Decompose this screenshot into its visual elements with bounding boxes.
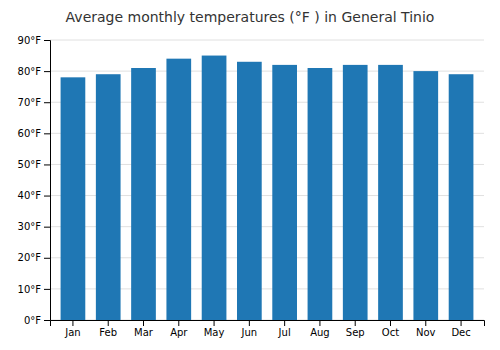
x-tick-mark (178, 320, 179, 326)
x-tick-mark (108, 320, 109, 326)
bar (96, 74, 121, 320)
bar (272, 65, 297, 320)
bar (131, 68, 156, 320)
x-tick-label: Aug (310, 327, 330, 338)
x-tick: Jul (278, 320, 291, 338)
x-tick-mark (214, 320, 215, 326)
x-tick-label: Jun (241, 327, 258, 338)
y-tick: 70°F (18, 97, 50, 108)
bar (202, 56, 227, 320)
x-tick-mark (249, 320, 250, 326)
x-axis-line (51, 321, 485, 327)
y-tick-label: 20°F (18, 252, 42, 263)
x-tick-mark (319, 320, 320, 326)
y-tick-mark (44, 196, 50, 197)
x-axis: Jan Feb Mar Apr May Jun Jul Aug Sep Oct Nov Dec (51, 320, 485, 338)
y-tick-label: 30°F (18, 221, 42, 232)
y-tick-mark (44, 258, 50, 259)
bar (378, 65, 403, 320)
y-tick-mark (44, 320, 50, 321)
grid-line (50, 40, 484, 41)
y-tick: 50°F (18, 159, 50, 170)
x-tick-mark (425, 320, 426, 326)
x-tick-mark (284, 320, 285, 326)
y-tick-label: 80°F (18, 66, 42, 77)
x-tick: Apr (170, 320, 188, 338)
y-tick: 0°F (24, 315, 50, 326)
y-tick-label: 0°F (24, 315, 41, 326)
y-tick-mark (44, 227, 50, 228)
plot: 0°F 10°F 20°F 30°F 40°F 50°F 60°F 70°F 80°F 90°F J… (18, 35, 485, 338)
x-tick-mark (390, 320, 391, 326)
bar (237, 62, 262, 320)
y-axis: 0°F 10°F 20°F 30°F 40°F 50°F 60°F 70°F 80°F 90°F (18, 35, 51, 326)
x-tick-label: Oct (382, 327, 399, 338)
x-tick-label: May (204, 327, 225, 338)
x-tick-label: Apr (170, 327, 188, 338)
bars (61, 56, 474, 320)
bar (166, 59, 191, 320)
x-tick-label: Sep (346, 327, 365, 338)
x-tick-label: Jan (64, 327, 80, 338)
x-tick-mark (143, 320, 144, 326)
y-tick-label: 60°F (18, 128, 42, 139)
grid (50, 40, 484, 320)
x-tick: Aug (310, 320, 330, 338)
y-tick: 90°F (18, 35, 50, 46)
x-tick: Mar (134, 320, 154, 338)
y-tick-mark (44, 289, 50, 290)
y-tick: 10°F (18, 284, 50, 295)
y-tick: 80°F (18, 66, 50, 77)
x-tick: Nov (416, 320, 436, 338)
x-tick: Sep (346, 320, 365, 338)
y-tick-label: 90°F (18, 35, 42, 46)
x-tick: Jan (64, 320, 80, 338)
y-tick: 40°F (18, 190, 50, 201)
y-tick: 20°F (18, 252, 50, 263)
chart: Average monthly temperatures (°F ) in Ge… (0, 0, 500, 350)
x-tick-label: Jul (278, 327, 291, 338)
y-tick-mark (44, 71, 50, 72)
y-tick-mark (44, 133, 50, 134)
title: Average monthly temperatures (°F ) in Ge… (66, 9, 435, 25)
y-tick: 30°F (18, 221, 50, 232)
x-tick-label: Dec (451, 327, 470, 338)
y-tick-mark (44, 40, 50, 41)
x-tick-mark (461, 320, 462, 326)
x-tick-mark (355, 320, 356, 326)
y-tick-label: 40°F (18, 190, 42, 201)
x-tick: Oct (382, 320, 399, 338)
x-tick-label: Feb (99, 327, 117, 338)
bar (61, 77, 86, 320)
y-axis-line (44, 41, 51, 321)
x-tick: Jun (241, 320, 258, 338)
y-tick-mark (44, 102, 50, 103)
x-tick: May (204, 320, 225, 338)
x-tick: Feb (99, 320, 117, 338)
x-tick-mark (72, 320, 73, 326)
y-tick: 60°F (18, 128, 50, 139)
bar (343, 65, 368, 320)
x-tick-label: Nov (416, 327, 436, 338)
bar (308, 68, 333, 320)
x-tick-label: Mar (134, 327, 154, 338)
bar (413, 71, 438, 320)
y-tick-label: 50°F (18, 159, 42, 170)
y-tick-label: 10°F (18, 284, 42, 295)
y-tick-mark (44, 164, 50, 165)
x-tick: Dec (451, 320, 470, 338)
bar (449, 74, 474, 320)
y-tick-label: 70°F (18, 97, 42, 108)
